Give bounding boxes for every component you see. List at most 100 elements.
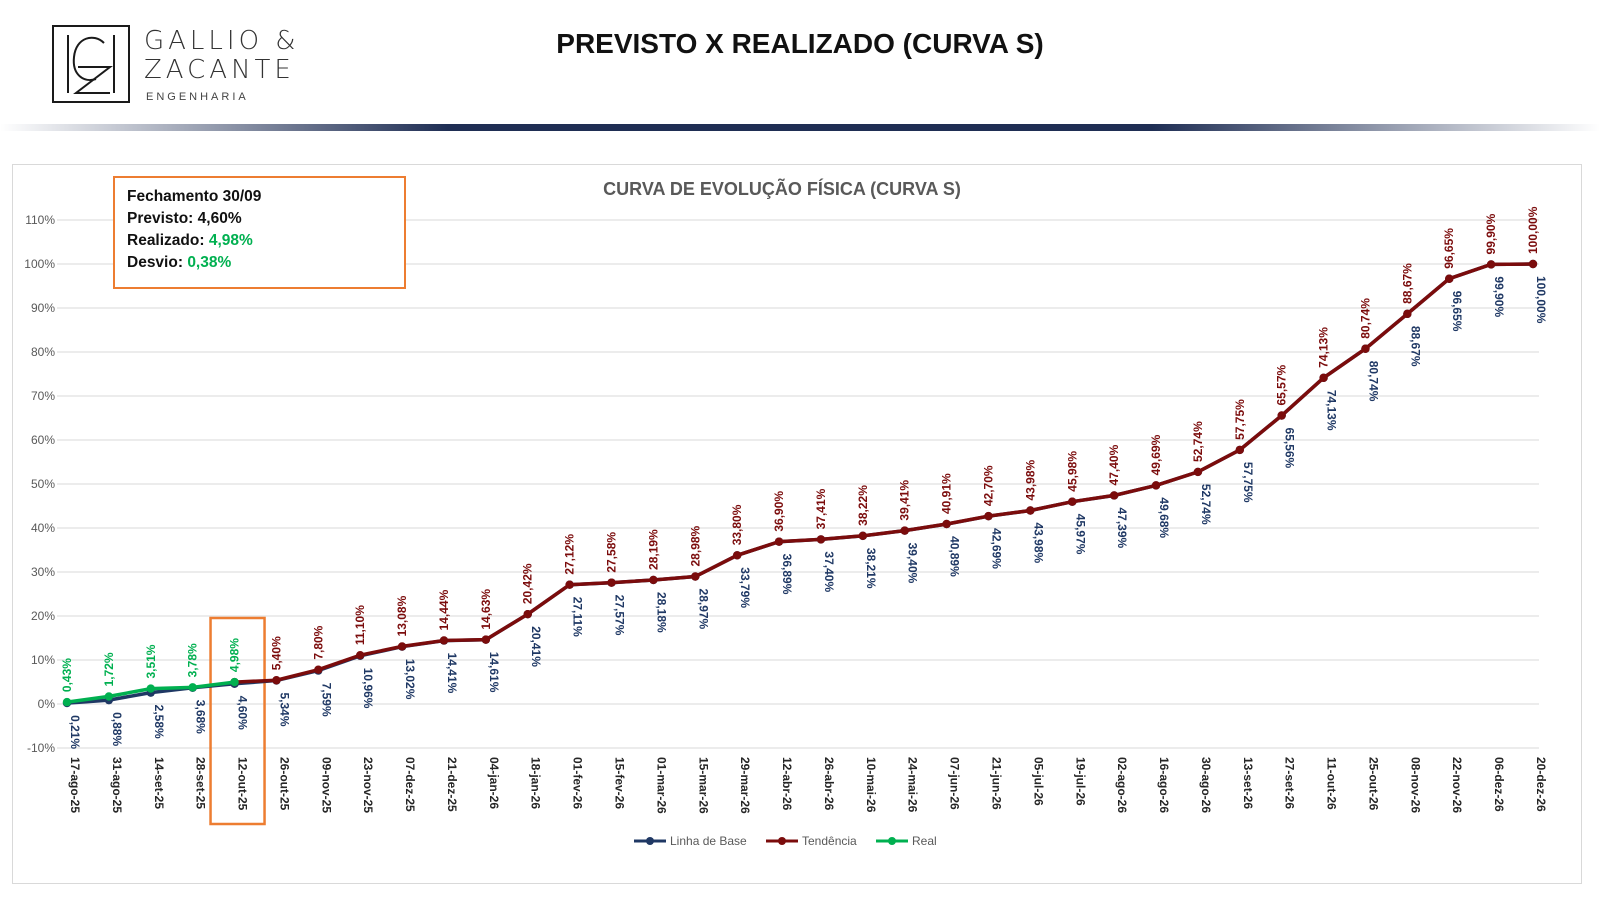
x-tick-label: 05-jul-26: [1031, 757, 1045, 806]
data-label: 57,75%: [1233, 399, 1247, 440]
y-tick-label: 40%: [31, 521, 55, 535]
data-label: 42,69%: [989, 528, 1003, 569]
y-tick-label: -10%: [27, 741, 55, 755]
data-label: 40,91%: [940, 473, 954, 514]
data-point: [565, 580, 574, 589]
deviation-row: Desvio: 0,38%: [127, 252, 392, 274]
data-label: 13,02%: [403, 659, 417, 700]
x-tick-label: 07-dez-25: [403, 757, 417, 812]
y-tick-label: 0%: [38, 697, 56, 711]
data-label: 65,56%: [1283, 428, 1297, 469]
logo-monogram: [52, 25, 130, 103]
data-label: 0,43%: [60, 658, 74, 692]
data-label: 99,90%: [1484, 213, 1498, 254]
data-label: 36,90%: [772, 491, 786, 532]
data-label: 80,74%: [1358, 298, 1372, 339]
logo-mark-icon: [67, 35, 115, 94]
y-tick-label: 50%: [31, 477, 55, 491]
data-label: 14,41%: [445, 653, 459, 694]
data-label: 27,58%: [605, 532, 619, 573]
actual-row: Realizado: 4,98%: [127, 230, 392, 252]
y-tick-label: 30%: [31, 565, 55, 579]
y-tick-label: 10%: [31, 653, 55, 667]
deviation-label: Desvio:: [127, 254, 183, 271]
data-point: [230, 677, 239, 687]
data-label: 100,00%: [1526, 206, 1540, 254]
y-tick-label: 20%: [31, 609, 55, 623]
data-label: 42,70%: [981, 465, 995, 506]
highlight-box: [209, 616, 266, 826]
logo-name-line2: ZACANTE: [144, 55, 295, 85]
data-label: 27,11%: [571, 597, 585, 637]
data-point: [439, 636, 449, 645]
logo-name: GALLIO & ZACANTE: [144, 27, 300, 85]
x-tick-label: 21-jun-26: [989, 757, 1003, 810]
planned-row: Previsto: 4,60%: [127, 208, 392, 230]
x-tick-label: 18-jan-26: [529, 757, 543, 809]
data-label: 0,21%: [68, 715, 82, 749]
data-label: 43,98%: [1031, 522, 1045, 563]
x-tick-label: 07-jun-26: [948, 757, 962, 810]
x-tick-label: 09-nov-25: [319, 757, 333, 813]
data-label: 65,57%: [1275, 364, 1289, 405]
y-tick-label: 110%: [25, 213, 55, 227]
x-tick-label: 26-abr-26: [822, 757, 836, 811]
data-point: [1445, 274, 1454, 283]
data-point: [1528, 259, 1538, 269]
x-tick-label: 31-ago-25: [110, 757, 124, 813]
data-point: [607, 578, 616, 587]
data-label: 52,74%: [1199, 484, 1213, 525]
x-tick-label: 21-dez-25: [445, 757, 459, 812]
x-tick-label: 10-mai-26: [864, 757, 878, 813]
data-label: 52,74%: [1191, 421, 1205, 462]
company-logo: GALLIO & ZACANTE ENGENHARIA: [52, 25, 312, 107]
data-point: [188, 683, 197, 692]
planned-value: 4,60%: [197, 210, 242, 227]
x-tick-label: 13-set-26: [1241, 757, 1255, 809]
data-label: 100,00%: [1534, 276, 1548, 324]
x-tick-label: 01-mar-26: [654, 757, 668, 814]
data-point: [62, 697, 72, 707]
x-tick-label: 19-jul-26: [1073, 757, 1087, 806]
actual-label: Realizado:: [127, 232, 205, 249]
header-divider: [0, 124, 1600, 131]
x-tick-label: 01-fev-26: [571, 757, 585, 809]
logo-subtitle: ENGENHARIA: [146, 91, 249, 103]
data-label: 11,10%: [353, 605, 367, 645]
data-label: 5,34%: [277, 693, 291, 727]
data-point: [1068, 497, 1077, 506]
data-label: 40,89%: [948, 536, 962, 577]
data-label: 38,21%: [864, 548, 878, 589]
data-point: [1026, 506, 1035, 515]
data-point: [774, 537, 784, 546]
data-label: 1,72%: [102, 652, 116, 686]
legend-marker: [778, 837, 786, 845]
data-label: 10,96%: [361, 668, 375, 709]
legend-marker: [646, 837, 654, 845]
data-label: 3,68%: [194, 700, 208, 734]
chart-title: CURVA DE EVOLUÇÃO FÍSICA (CURVA S): [603, 178, 961, 199]
data-label: 96,65%: [1442, 228, 1456, 269]
data-label: 80,74%: [1366, 361, 1380, 402]
closing-date: Fechamento 30/09: [127, 188, 262, 205]
data-label: 20,42%: [521, 563, 535, 604]
x-tick-label: 27-set-26: [1283, 757, 1297, 809]
data-point: [858, 531, 868, 541]
data-label: 27,57%: [613, 595, 627, 636]
x-tick-label: 23-nov-25: [361, 757, 375, 813]
data-point: [816, 535, 826, 544]
data-label: 20,41%: [529, 626, 543, 667]
x-tick-label: 28-set-25: [194, 757, 208, 809]
data-point: [1277, 411, 1286, 420]
data-point: [1486, 260, 1496, 269]
data-point: [1193, 467, 1203, 477]
data-point: [1403, 309, 1412, 319]
data-point: [1361, 344, 1370, 353]
data-label: 96,65%: [1450, 291, 1464, 332]
data-label: 2,58%: [152, 705, 166, 739]
planned-label: Previsto:: [127, 210, 194, 227]
data-label: 3,78%: [186, 643, 200, 677]
data-label: 7,80%: [311, 625, 325, 659]
data-point: [146, 684, 155, 693]
data-label: 43,98%: [1023, 459, 1037, 500]
